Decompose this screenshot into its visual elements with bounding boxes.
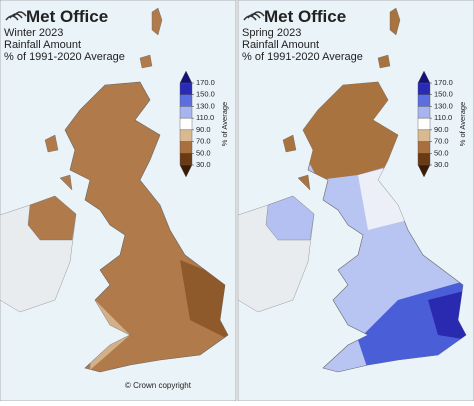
colorbar-tick-label: 130.0 [434,101,453,110]
logo-text: Met Office [264,7,346,26]
colorbar-tick-label: 30.0 [434,160,449,169]
map-title: % of 1991-2020 Average [242,51,363,63]
colorbar-title: % of Average [458,102,467,146]
colorbar-tick-label: 30.0 [196,160,211,169]
logo-icon [5,11,27,21]
colorbar-under [179,164,193,178]
shade [180,260,228,340]
map-title: % of 1991-2020 Average [4,51,125,63]
map-title: Rainfall Amount [4,39,81,51]
colorbar-bin [417,153,431,166]
shade [303,82,408,180]
colorbar-bin [179,82,193,95]
northern-ireland [265,195,315,241]
colorbar-over [179,70,193,84]
colorbar-tick-label: 90.0 [196,125,211,134]
colorbar-tick-label: 70.0 [434,137,449,146]
logo-icon [243,11,265,21]
map-title: Rainfall Amount [242,39,319,51]
colorbar-bin [179,129,193,142]
colorbar-title: % of Average [220,102,229,146]
colorbar-bin [417,82,431,95]
map-title: Spring 2023 [242,27,301,39]
colorbar-bin [417,106,431,119]
colorbar-tick-label: 150.0 [434,90,453,99]
colorbar-bin [179,117,193,131]
colorbar-tick-label: 70.0 [196,137,211,146]
logo-text: Met Office [26,7,108,26]
map-title: Winter 2023 [4,27,63,39]
colorbar-bin [179,141,193,154]
colorbar-tick-label: 110.0 [434,113,452,122]
shade [428,290,466,340]
colorbar-tick-label: 90.0 [434,125,449,134]
colorbar-over [417,70,431,84]
colorbar-bin [179,106,193,119]
logo-stroke [13,11,27,17]
colorbar-tick-label: 150.0 [196,90,215,99]
colorbar-tick-label: 130.0 [196,101,215,110]
colorbar-tick-label: 110.0 [196,113,214,122]
colorbar-tick-label: 170.0 [434,78,453,87]
colorbar-bin [179,153,193,166]
colorbar-bin [417,94,431,107]
map-shading [303,82,466,370]
colorbar-bin [417,129,431,142]
colorbar-bin [417,117,431,131]
colorbar-under [417,164,431,178]
colorbar-tick-label: 170.0 [196,78,215,87]
northern-ireland [27,195,77,241]
colorbar-bin [417,141,431,154]
colorbar-tick-label: 50.0 [434,148,449,157]
logo-stroke [251,11,265,17]
credit: © Crown copyright [125,381,192,390]
colorbar-tick-label: 50.0 [196,148,211,157]
colorbar-bin [179,94,193,107]
